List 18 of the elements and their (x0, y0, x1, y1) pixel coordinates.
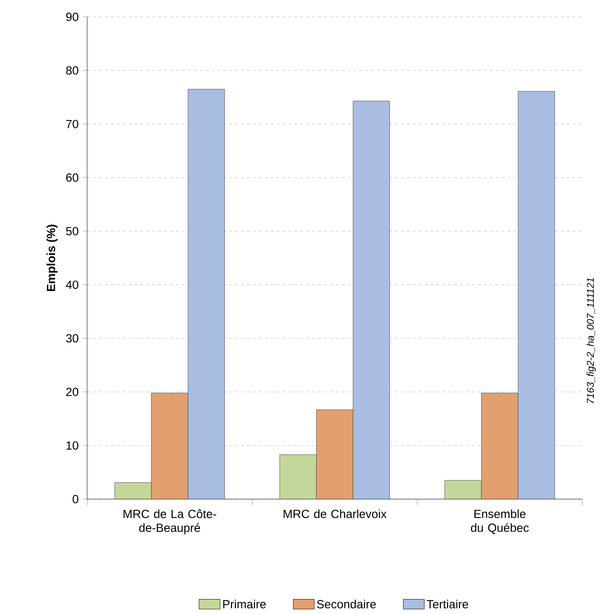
y-tick-label: 70 (66, 120, 78, 128)
y-axis-title: Emplois (%) (46, 224, 58, 292)
y-tick-label: 30 (66, 334, 78, 343)
y-tick-label: 80 (66, 66, 78, 75)
x-tick-label: Ensemble du Québec (471, 509, 529, 534)
legend-label: Primaire (223, 600, 266, 608)
y-tick-label: 20 (66, 388, 78, 396)
y-tick-label: 10 (66, 441, 78, 450)
y-tick-label: 50 (66, 226, 78, 236)
legend-label: Secondaire (317, 600, 376, 608)
x-tick-label: MRC de La Côte-de-Beaupré (124, 509, 216, 534)
legend-label: Tertiaire (426, 600, 468, 608)
y-tick-label: 40 (66, 280, 78, 289)
y-tick-label: 60 (66, 173, 78, 182)
y-tick-label: 0 (72, 494, 78, 504)
x-tick-label: MRC de Charlevoix (284, 509, 387, 518)
text: 7163_fig2-2_ha_007_111121 (586, 278, 596, 403)
y-tick-label: 90 (66, 12, 78, 22)
